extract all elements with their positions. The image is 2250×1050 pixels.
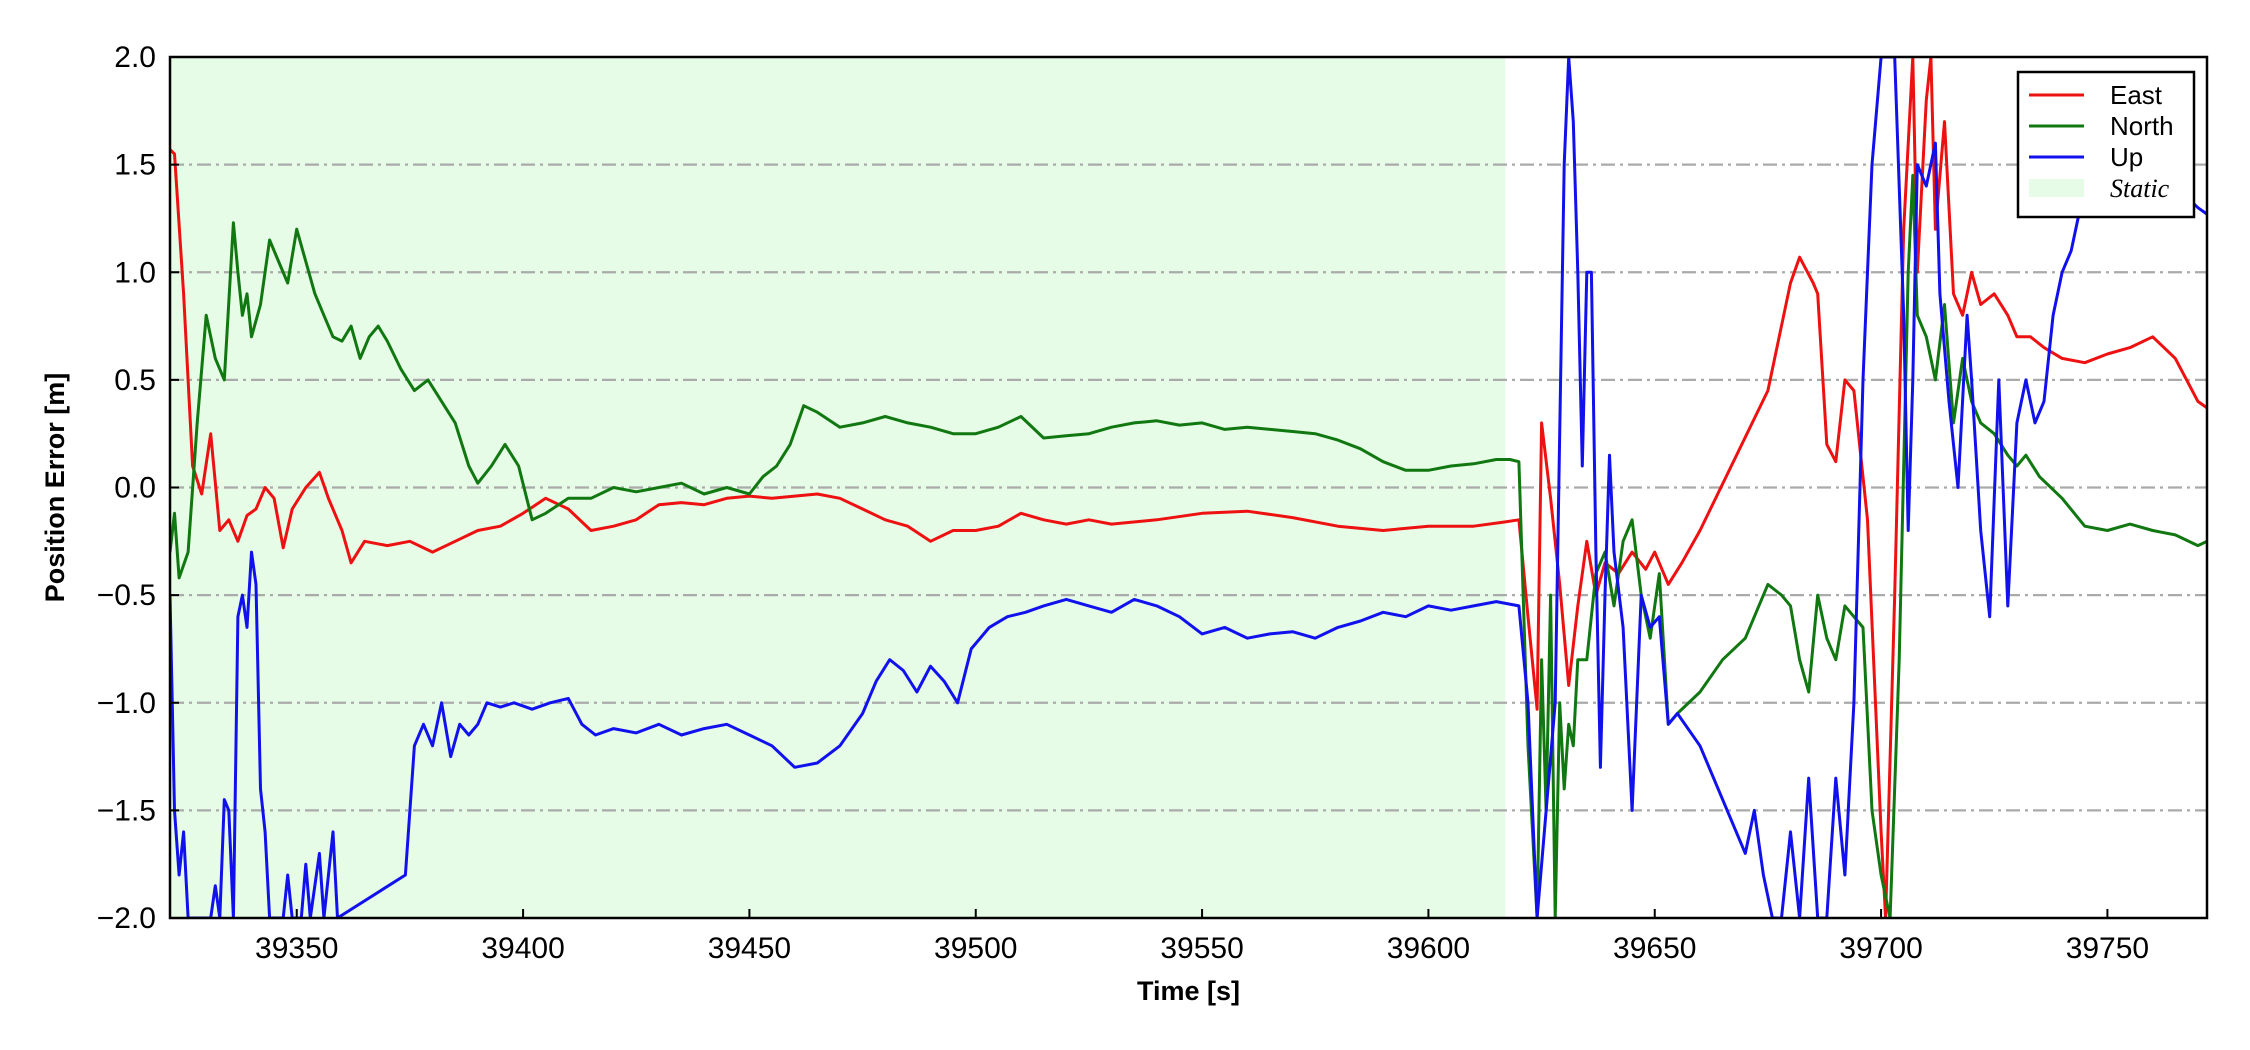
y-axis-ticks: 2.0 1.5 1.0 0.5 0.0 −0.5 −1.0 −1.5 −2.0	[97, 41, 179, 935]
series-line-north	[170, 173, 2207, 918]
y-tick-label: −1.5	[97, 794, 156, 827]
legend-label-up: Up	[2110, 142, 2143, 172]
series-lines	[170, 57, 2207, 918]
x-tick-label: 39650	[1613, 932, 1696, 965]
y-tick-label: 0.0	[114, 472, 156, 505]
legend-label-north: North	[2110, 111, 2174, 141]
series-line-up	[170, 57, 2207, 918]
y-tick-label: −0.5	[97, 579, 156, 612]
y-tick-label: −1.0	[97, 687, 156, 720]
y-tick-label: 2.0	[114, 41, 156, 74]
x-axis-title: Time [s]	[1137, 976, 1240, 1006]
legend-label-static: Static	[2110, 174, 2170, 203]
horizontal-grid	[170, 163, 2207, 812]
y-tick-label: 1.5	[114, 149, 156, 182]
x-tick-label: 39500	[934, 932, 1017, 965]
x-axis-ticks: 39350 39400 39450 39500 39550 39600 39650 39700…	[255, 909, 2149, 965]
y-tick-label: 0.5	[114, 364, 156, 397]
series-line-east	[170, 57, 2207, 918]
x-tick-label: 39450	[708, 932, 791, 965]
y-tick-label: 1.0	[114, 256, 156, 289]
y-tick-label: −2.0	[97, 902, 156, 935]
legend-label-east: East	[2110, 80, 2163, 110]
x-tick-label: 39400	[481, 932, 564, 965]
legend-swatch-static	[2029, 179, 2084, 197]
x-tick-label: 39350	[255, 932, 338, 965]
x-tick-label: 39550	[1160, 932, 1243, 965]
x-tick-label: 39600	[1387, 932, 1470, 965]
x-tick-label: 39700	[1839, 932, 1922, 965]
y-axis-title: Position Error [m]	[40, 373, 70, 603]
x-tick-label: 39750	[2066, 932, 2149, 965]
